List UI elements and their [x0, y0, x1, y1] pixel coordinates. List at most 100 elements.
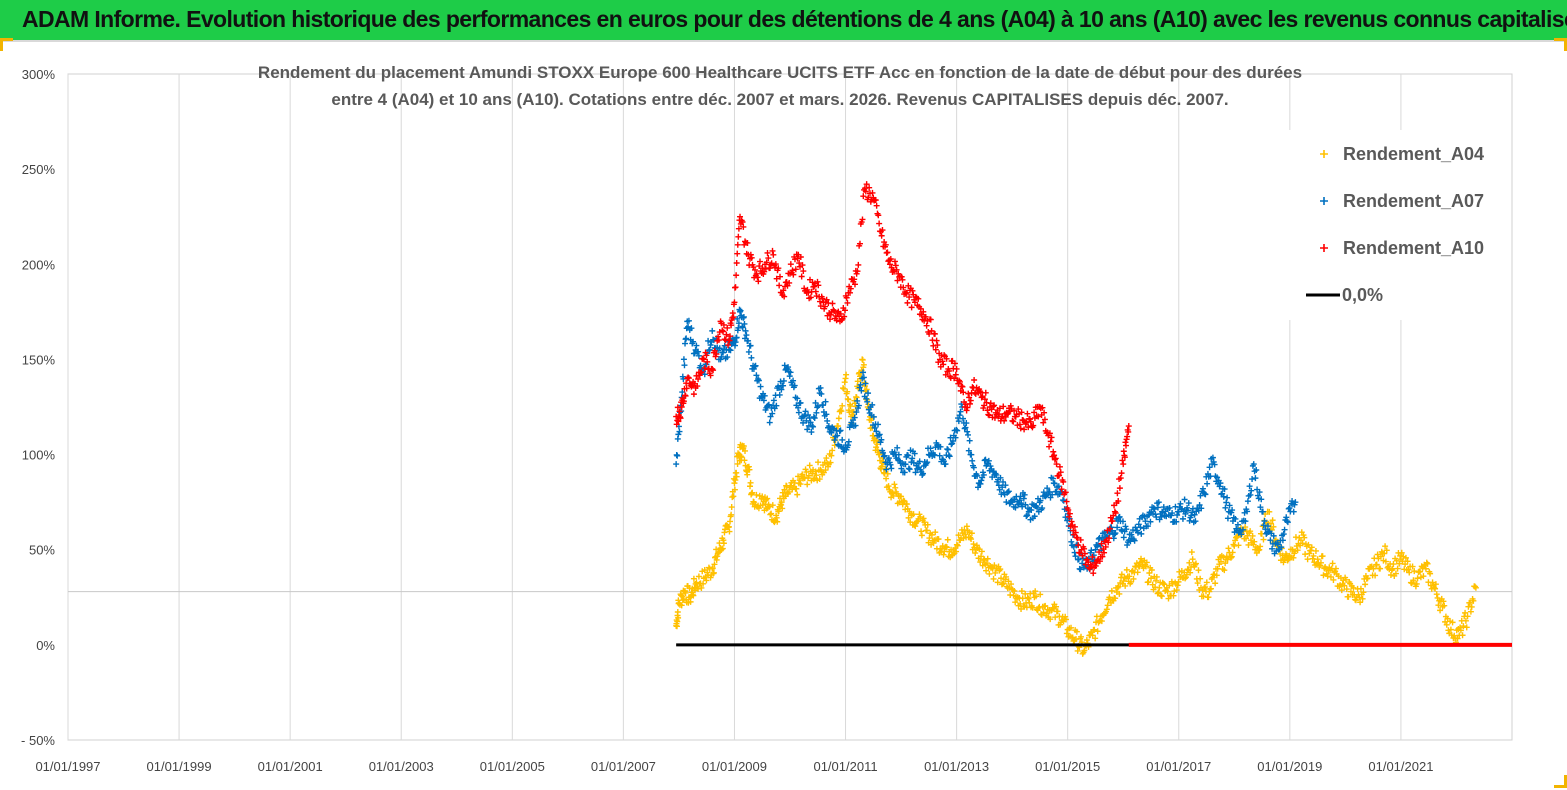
data-point: [675, 431, 682, 438]
data-point: [1125, 428, 1132, 435]
data-point: [675, 418, 682, 425]
data-point: [791, 382, 798, 389]
data-point: [982, 389, 989, 396]
data-point: [978, 553, 985, 560]
data-point: [862, 188, 869, 195]
data-point: [1179, 515, 1186, 522]
legend-label: Rendement_A04: [1343, 144, 1484, 164]
data-point: [1049, 491, 1056, 498]
data-point: [901, 469, 908, 476]
data-point: [770, 251, 777, 258]
data-point: [753, 270, 760, 277]
data-point: [854, 397, 861, 404]
data-point: [1155, 589, 1162, 596]
data-point: [835, 423, 842, 430]
data-point: [785, 488, 792, 495]
data-point: [1213, 572, 1220, 579]
data-point: [898, 465, 905, 472]
data-point: [1382, 543, 1389, 550]
data-point: [964, 404, 971, 411]
data-point: [1247, 537, 1254, 544]
data-point: [912, 523, 919, 530]
data-point: [1024, 512, 1031, 519]
data-point: [674, 417, 681, 424]
data-point: [1306, 550, 1313, 557]
data-point: [1081, 545, 1088, 552]
data-point: [734, 241, 741, 248]
data-point: [908, 304, 915, 311]
y-tick-label: 0%: [36, 638, 55, 653]
data-point: [923, 460, 930, 467]
data-point: [985, 457, 992, 464]
data-point: [1440, 598, 1447, 605]
data-point: [711, 561, 718, 568]
data-point: [1227, 554, 1234, 561]
data-point: [1039, 505, 1046, 512]
data-point: [979, 393, 986, 400]
data-point: [806, 462, 813, 469]
data-point: [757, 258, 764, 265]
data-point: [739, 324, 746, 331]
data-point: [984, 555, 991, 562]
data-point: [1449, 619, 1456, 626]
data-point: [1114, 490, 1121, 497]
data-point: [1143, 559, 1150, 566]
data-point: [1467, 599, 1474, 606]
data-point: [1072, 553, 1079, 560]
data-point: [980, 471, 987, 478]
data-point: [1250, 461, 1257, 468]
data-point: [953, 548, 960, 555]
y-tick-label: 50%: [29, 543, 55, 558]
data-point: [1225, 545, 1232, 552]
data-point: [1203, 579, 1210, 586]
data-point: [959, 383, 966, 390]
data-point: [965, 447, 972, 454]
data-point: [759, 493, 766, 500]
data-point: [1058, 486, 1065, 493]
data-point: [858, 387, 865, 394]
data-point: [1424, 560, 1431, 567]
data-point: [752, 266, 759, 273]
data-point: [780, 287, 787, 294]
data-point: [1224, 515, 1231, 522]
data-point: [1118, 470, 1125, 477]
data-point: [1116, 590, 1123, 597]
data-point: [1124, 433, 1131, 440]
data-point: [942, 461, 949, 468]
data-point: [777, 273, 784, 280]
data-point: [1030, 422, 1037, 429]
data-point: [1242, 518, 1249, 525]
data-point: [893, 266, 900, 273]
data-point: [827, 311, 834, 318]
data-point: [1394, 565, 1401, 572]
data-point: [1247, 528, 1254, 535]
data-point: [747, 342, 754, 349]
data-point: [860, 374, 867, 381]
data-point: [707, 342, 714, 349]
data-point: [1280, 531, 1287, 538]
data-point: [1123, 566, 1130, 573]
data-point: [1049, 604, 1056, 611]
data-point: [674, 618, 681, 625]
data-point: [984, 407, 991, 414]
data-point: [1212, 580, 1219, 587]
data-point: [1143, 563, 1149, 570]
data-point: [873, 428, 880, 435]
data-point: [1209, 574, 1216, 581]
data-point: [1198, 505, 1205, 512]
data-point: [1260, 536, 1267, 543]
data-point: [1018, 588, 1025, 595]
data-point: [813, 409, 820, 416]
data-point: [742, 447, 749, 454]
data-point: [905, 465, 912, 472]
data-point: [678, 592, 685, 599]
data-point: [911, 450, 918, 457]
data-point: [1454, 635, 1461, 642]
data-point: [698, 369, 705, 376]
data-point: [863, 181, 870, 188]
data-point: [1202, 583, 1209, 590]
data-point: [860, 193, 867, 200]
data-point: [1204, 480, 1211, 487]
data-point: [1077, 566, 1084, 573]
data-point: [1256, 546, 1263, 553]
